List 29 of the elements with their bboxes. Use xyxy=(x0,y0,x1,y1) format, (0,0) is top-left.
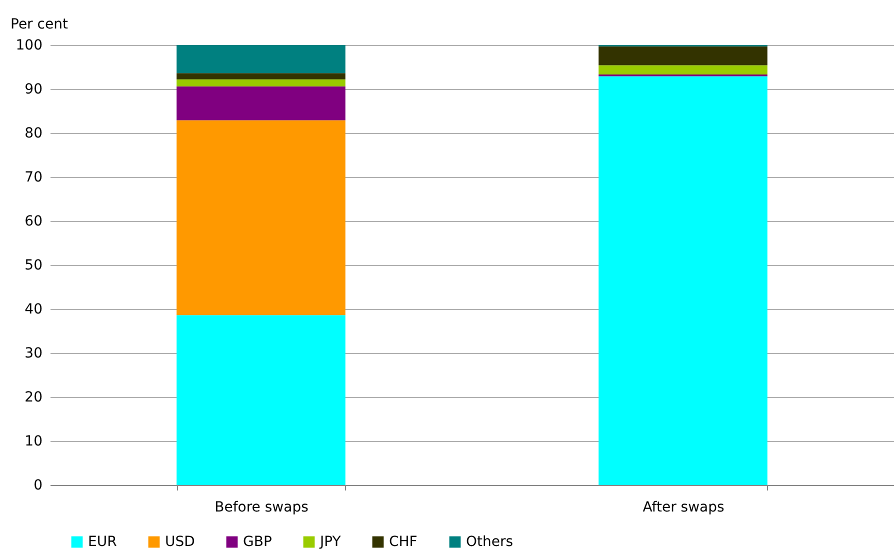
legend-label: EUR xyxy=(88,534,118,550)
x-tick-label: After swaps xyxy=(642,500,724,516)
bar xyxy=(598,76,768,485)
bar xyxy=(176,79,346,86)
bar xyxy=(176,315,346,485)
y-axis-title: Per cent xyxy=(10,16,68,32)
y-tick-label: 40 xyxy=(24,302,42,318)
y-tick-label: 30 xyxy=(24,346,42,362)
bar xyxy=(176,86,346,120)
bar xyxy=(176,120,346,316)
y-tick-label: 60 xyxy=(24,214,42,230)
y-tick-label: 20 xyxy=(24,390,42,406)
y-tick-label: 100 xyxy=(16,38,42,54)
y-tick-label: 10 xyxy=(24,434,42,450)
bar xyxy=(176,73,346,80)
y-tick-label: 50 xyxy=(24,258,42,274)
legend-label: CHF xyxy=(389,534,418,550)
bar xyxy=(598,65,768,74)
bar xyxy=(598,46,768,66)
legend-label: USD xyxy=(165,534,195,550)
y-tick-label: 70 xyxy=(24,170,42,186)
legend-label: Others xyxy=(466,534,514,550)
x-tick-label: Before swaps xyxy=(214,500,308,516)
y-tick-label: 0 xyxy=(34,478,42,494)
legend-label: JPY xyxy=(319,534,342,550)
y-tick-label: 90 xyxy=(24,82,42,98)
legend-label: GBP xyxy=(243,534,272,550)
bar xyxy=(176,45,346,74)
y-tick-label: 80 xyxy=(24,126,42,142)
